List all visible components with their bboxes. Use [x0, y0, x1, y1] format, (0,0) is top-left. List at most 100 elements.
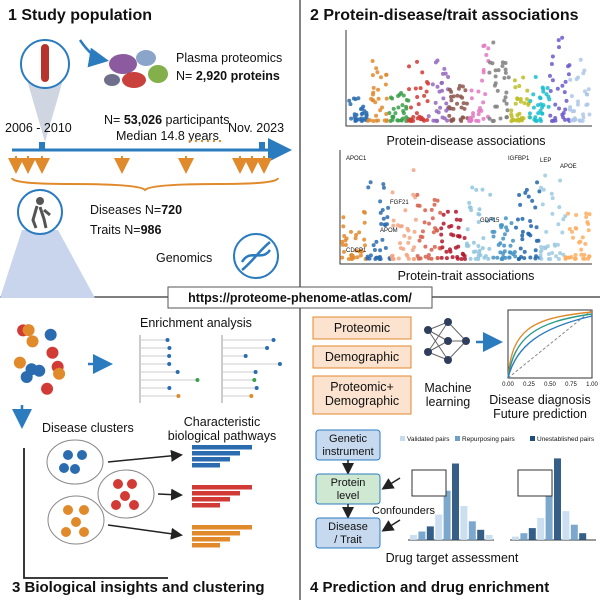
plot-dot	[480, 246, 485, 251]
plot-dot	[377, 254, 382, 259]
cone	[0, 230, 95, 298]
flow-label: Genetic	[329, 433, 367, 445]
label: Machine learning	[424, 381, 471, 409]
protein-dot	[46, 346, 59, 359]
marker	[39, 142, 45, 150]
bar	[410, 534, 417, 540]
plot-dot	[469, 96, 474, 101]
bar	[460, 506, 468, 540]
plot-dot	[515, 97, 520, 102]
plot-dot	[439, 255, 444, 260]
plot-dot	[414, 111, 419, 116]
plot-dot	[425, 118, 430, 123]
plot-dot	[372, 247, 377, 252]
plot-dot	[528, 255, 533, 260]
plot-dot	[390, 253, 395, 258]
plot-dot	[524, 97, 529, 102]
plot-dot	[468, 256, 473, 261]
cluster-dot	[63, 450, 73, 460]
plot-dot	[570, 229, 575, 234]
plot-dot	[558, 251, 563, 256]
plot-dot	[400, 103, 405, 108]
plot-dot	[391, 106, 396, 111]
head	[175, 370, 180, 374]
plot-dot	[505, 228, 510, 233]
input-label: Proteomic	[334, 321, 390, 335]
plot-dot	[503, 61, 508, 66]
plot-dot	[537, 189, 542, 194]
plot-dot	[445, 209, 450, 214]
plot-dot	[522, 256, 527, 261]
plot-dot	[544, 92, 549, 97]
tick-label: 0.00	[502, 382, 514, 388]
roc-curve	[507, 311, 593, 379]
plot-dot	[447, 224, 452, 229]
plot-dot	[528, 115, 533, 120]
legend-swatch	[455, 436, 460, 441]
plot-dot	[358, 107, 363, 112]
input-label: Proteomic+	[330, 380, 394, 394]
plot-dot	[583, 241, 588, 246]
plot-dot	[405, 226, 410, 231]
label: Genomics	[156, 251, 212, 265]
plot-dot	[525, 88, 530, 93]
plot-dot	[522, 101, 527, 106]
protein-blob	[136, 50, 156, 66]
plot-dot	[563, 107, 568, 112]
head	[277, 362, 282, 366]
arrow	[381, 519, 401, 532]
flow-box	[315, 517, 381, 549]
plot-dot	[578, 239, 583, 244]
plot-dot	[384, 72, 389, 77]
gene-label: IGFBP1	[508, 156, 530, 162]
plot-dot	[490, 217, 495, 222]
plot-dot	[483, 92, 488, 97]
plot-dot	[538, 108, 543, 113]
panel-title: 3 Biological insights and clustering	[12, 579, 265, 596]
arrow	[157, 488, 183, 501]
plot-dot	[435, 256, 440, 261]
plot-dot	[407, 87, 412, 92]
label: Machine	[424, 381, 471, 395]
plot-dot	[585, 92, 590, 97]
tick-label: 1.00	[586, 382, 598, 388]
plot-dot	[528, 99, 533, 104]
url: https://proteome-phenome-atlas.com/	[188, 291, 412, 305]
plot-dot	[574, 213, 579, 218]
plot-dot	[506, 75, 511, 80]
bar	[435, 514, 443, 540]
plot-dot	[440, 115, 445, 120]
plot-dot	[586, 87, 591, 92]
plot-dot	[483, 253, 488, 258]
plot-dot	[455, 93, 460, 98]
plot-dot	[581, 71, 586, 76]
plot-dot	[555, 86, 560, 91]
plot-dot	[511, 252, 516, 257]
edge	[427, 329, 449, 361]
plot-dot	[493, 74, 498, 79]
plot-dot	[444, 101, 449, 106]
plot-dot	[340, 242, 345, 247]
plot-dot	[439, 81, 444, 86]
plot-dot	[584, 211, 589, 216]
plot-dot	[440, 71, 445, 76]
plot-dot	[502, 98, 507, 103]
label: 2,920 proteins	[196, 69, 280, 83]
plot-dot	[373, 256, 378, 261]
plot-dot	[502, 76, 507, 81]
manhattan-plot	[347, 35, 592, 123]
plot-dot	[556, 222, 561, 227]
plot-dot	[558, 178, 563, 183]
plot-dot	[566, 117, 571, 122]
bar	[192, 457, 230, 462]
plot-dot	[438, 105, 443, 110]
plot-dot	[456, 86, 461, 91]
plot-dot	[348, 102, 353, 107]
plot-dot	[426, 253, 431, 258]
plot-dot	[553, 102, 558, 107]
plot-dot	[437, 89, 442, 94]
bar	[418, 531, 426, 540]
plot-dot	[539, 244, 544, 249]
bar	[192, 537, 230, 542]
plot-dot	[432, 244, 437, 249]
